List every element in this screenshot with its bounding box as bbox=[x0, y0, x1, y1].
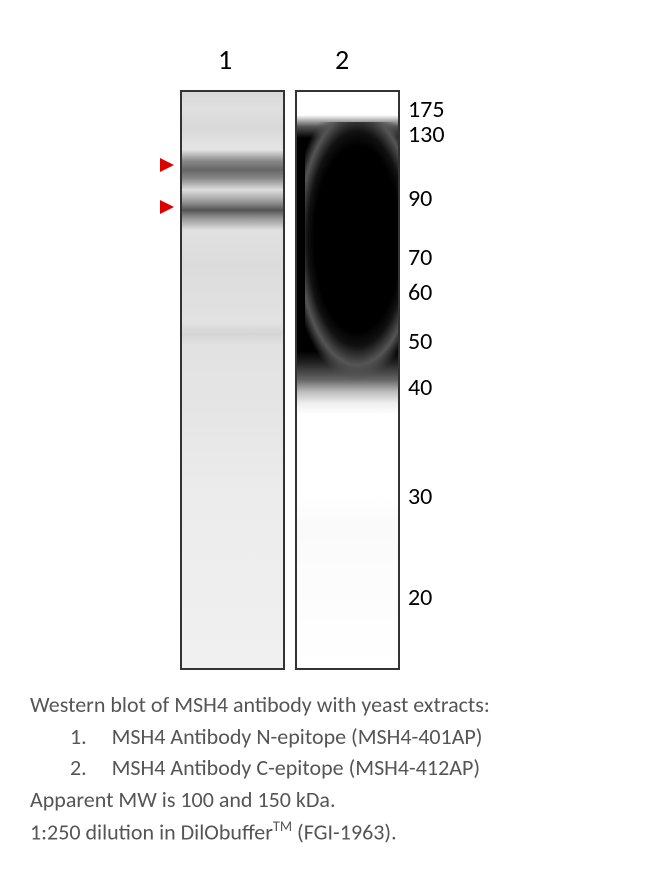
western-blot-figure: 1 2 17513090706050403020 bbox=[0, 20, 650, 680]
dilution-pre: 1:250 dilution in DilObuffer bbox=[30, 818, 273, 845]
lane1-header: 1 bbox=[218, 42, 232, 77]
item2-text: MSH4 Antibody C-epitope (MSH4-412AP) bbox=[112, 754, 480, 781]
mw-marker-70: 70 bbox=[408, 243, 432, 272]
mw-marker-40: 40 bbox=[408, 373, 432, 402]
caption-title: Western blot of MSH4 antibody with yeast… bbox=[30, 690, 620, 720]
mw-marker-20: 20 bbox=[408, 583, 432, 612]
lane2-signal-blob bbox=[305, 122, 400, 382]
mw-marker-50: 50 bbox=[408, 327, 432, 356]
dilution-post: (FGI-1963). bbox=[292, 818, 397, 845]
blot-lane-1 bbox=[180, 90, 285, 670]
caption-item-2: 2. MSH4 Antibody C-epitope (MSH4-412AP) bbox=[30, 753, 620, 783]
mw-marker-60: 60 bbox=[408, 278, 432, 307]
mw-marker-130: 130 bbox=[408, 120, 445, 149]
band-arrow-1 bbox=[160, 158, 174, 172]
lane1-bands bbox=[182, 92, 283, 668]
item1-text: MSH4 Antibody N-epitope (MSH4-401AP) bbox=[112, 723, 483, 750]
mw-marker-90: 90 bbox=[408, 184, 432, 213]
caption-item-1: 1. MSH4 Antibody N-epitope (MSH4-401AP) bbox=[30, 722, 620, 752]
caption-dilution: 1:250 dilution in DilObufferTM (FGI-1963… bbox=[30, 817, 620, 847]
item1-number: 1. bbox=[70, 723, 87, 750]
band-arrow-2 bbox=[160, 200, 174, 214]
item2-number: 2. bbox=[70, 754, 87, 781]
trademark-symbol: TM bbox=[273, 817, 292, 835]
lane2-header: 2 bbox=[335, 42, 349, 77]
mw-marker-30: 30 bbox=[408, 482, 432, 511]
blot-lane-2 bbox=[295, 90, 400, 670]
figure-caption: Western blot of MSH4 antibody with yeast… bbox=[30, 690, 620, 849]
caption-mw: Apparent MW is 100 and 150 kDa. bbox=[30, 785, 620, 815]
